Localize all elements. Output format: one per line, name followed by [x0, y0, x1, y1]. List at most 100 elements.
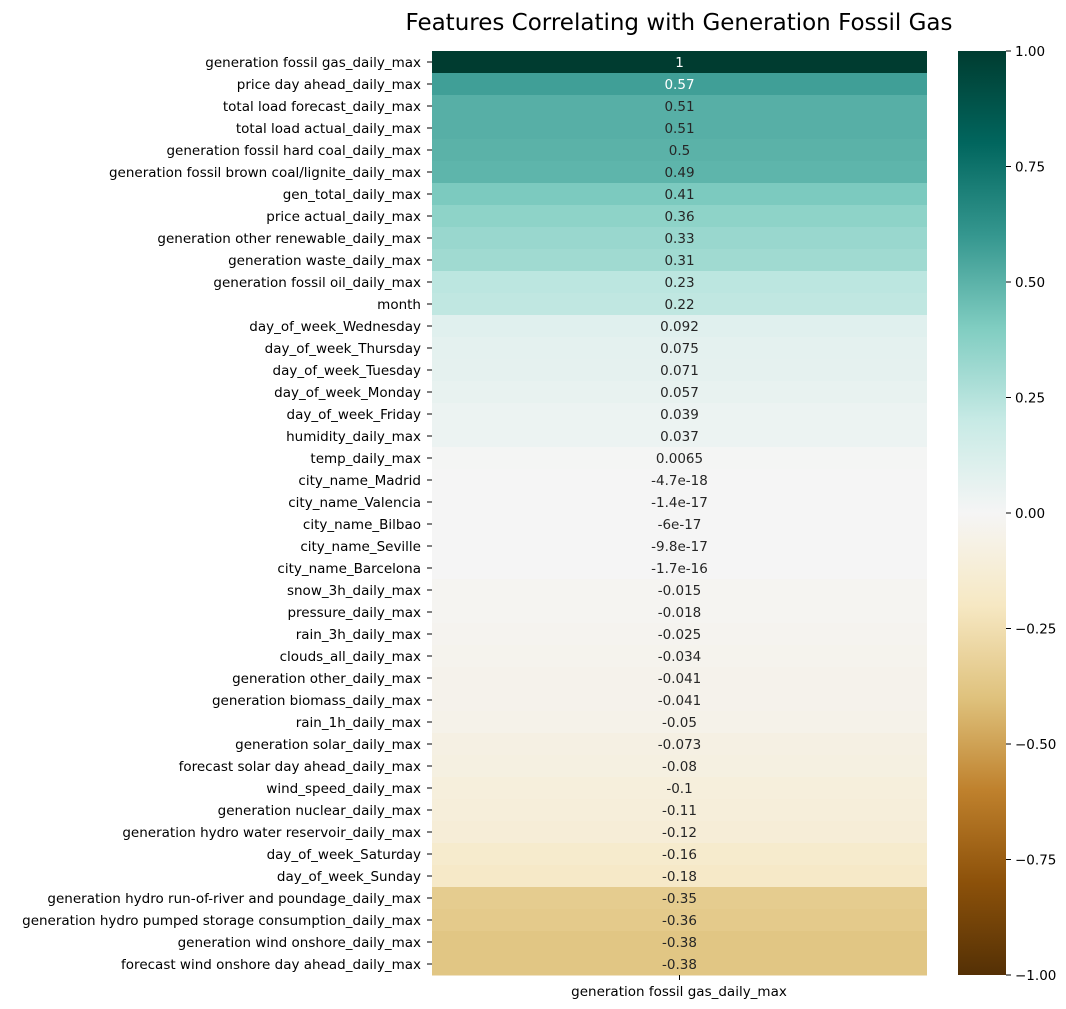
row-label: generation nuclear_daily_max [218, 803, 421, 819]
row-label: wind_speed_daily_max [266, 781, 421, 797]
row-label: city_name_Barcelona [277, 561, 421, 577]
colorbar-tick-label: 0.25 [1015, 391, 1045, 407]
cell-annotation: -0.015 [658, 583, 702, 599]
heatmap-cell [432, 601, 927, 624]
row-label: gen_total_daily_max [283, 187, 421, 203]
cell-annotation: 0.36 [664, 209, 694, 225]
cell-annotation: -0.1 [666, 781, 692, 797]
heatmap-cell [432, 821, 927, 844]
heatmap-cell [432, 733, 927, 756]
heatmap-cell [432, 73, 927, 96]
cell-annotation: 0.22 [664, 297, 694, 313]
colorbar-tick-label: 0.75 [1015, 160, 1045, 176]
heatmap-cell [432, 95, 927, 118]
heatmap-cell [432, 403, 927, 426]
cell-annotation: 0.41 [664, 187, 694, 203]
cell-annotation: 0.0065 [656, 451, 703, 467]
colorbar-tick-label: −0.50 [1015, 737, 1056, 753]
heatmap-cell [432, 645, 927, 668]
cell-annotation: -0.18 [662, 869, 697, 885]
colorbar-tick-label: −1.00 [1015, 968, 1056, 984]
row-label: city_name_Seville [300, 539, 421, 555]
cell-annotation: -0.025 [658, 627, 702, 643]
cell-annotation: 0.49 [664, 165, 694, 181]
row-label: generation hydro water reservoir_daily_m… [122, 825, 421, 841]
heatmap-cell [432, 777, 927, 800]
heatmap-cell [432, 249, 927, 272]
heatmap-cells: 1 0.57 0.51 0.51 0.5 0.49 0.41 0.36 0.33 0.31 0.23… [432, 51, 927, 976]
row-label: generation fossil gas_daily_max [205, 55, 421, 71]
colorbar-tick-label: 1.00 [1015, 44, 1045, 60]
heatmap-cell [432, 535, 927, 558]
row-label: generation fossil hard coal_daily_max [166, 143, 421, 159]
heatmap-cell [432, 359, 927, 382]
heatmap-cell [432, 381, 927, 404]
row-label: total load forecast_daily_max [223, 99, 421, 115]
cell-annotation: -1.4e-17 [651, 495, 708, 511]
row-label: total load actual_daily_max [236, 121, 421, 137]
row-label: generation solar_daily_max [235, 737, 421, 753]
cell-annotation: 0.037 [660, 429, 699, 445]
row-label: generation fossil brown coal/lignite_dai… [109, 165, 421, 181]
cell-annotation: -0.08 [662, 759, 697, 775]
heatmap-cell [432, 953, 927, 976]
cell-annotation: 0.071 [660, 363, 699, 379]
cell-annotation: -9.8e-17 [651, 539, 708, 555]
cell-annotation: -0.018 [658, 605, 702, 621]
row-label: generation other renewable_daily_max [157, 231, 421, 247]
chart-title: Features Correlating with Generation Fos… [405, 10, 952, 36]
heatmap-cell [432, 491, 927, 514]
cell-annotation: 0.33 [664, 231, 694, 247]
heatmap-cell [432, 337, 927, 360]
row-label: generation biomass_daily_max [212, 693, 421, 709]
cell-annotation: -0.16 [662, 847, 697, 863]
row-label: generation waste_daily_max [228, 253, 421, 269]
heatmap-cell [432, 315, 927, 338]
cell-annotation: -0.36 [662, 913, 697, 929]
cell-annotation: -4.7e-18 [651, 473, 708, 489]
row-label: generation fossil oil_daily_max [213, 275, 421, 291]
heatmap-cell [432, 557, 927, 580]
row-label: day_of_week_Saturday [267, 847, 421, 863]
cell-annotation: 0.57 [664, 77, 694, 93]
row-label: day_of_week_Thursday [265, 341, 421, 357]
cell-annotation: 0.075 [660, 341, 699, 357]
heatmap-cell [432, 271, 927, 294]
heatmap-cell [432, 117, 927, 140]
row-label: humidity_daily_max [286, 429, 421, 445]
row-label: rain_3h_daily_max [296, 627, 421, 643]
row-label: generation hydro run-of-river and pounda… [47, 891, 421, 907]
heatmap-cell [432, 293, 927, 316]
heatmap-cell [432, 667, 927, 690]
cell-annotation: 0.057 [660, 385, 699, 401]
heatmap-cell [432, 205, 927, 228]
heatmap-cell [432, 183, 927, 206]
heatmap-cell [432, 425, 927, 448]
row-label: day_of_week_Wednesday [249, 319, 421, 335]
heatmap-cell [432, 843, 927, 866]
row-label: generation other_daily_max [232, 671, 421, 687]
cell-annotation: 1 [675, 55, 684, 71]
cell-annotation: 0.51 [664, 121, 694, 137]
cell-annotation: -0.041 [658, 693, 702, 709]
heatmap-cell [432, 887, 927, 910]
row-label: price actual_daily_max [266, 209, 421, 225]
heatmap-cell [432, 799, 927, 822]
cell-annotation: 0.092 [660, 319, 699, 335]
row-label: clouds_all_daily_max [280, 649, 421, 665]
cell-annotation: -0.35 [662, 891, 697, 907]
colorbar-ticks: 1.00 0.75 0.50 0.25 0.00 −0.25 −0.50 −0.75 −1.00 [1006, 44, 1056, 984]
heatmap-cell [432, 161, 927, 184]
heatmap-cell [432, 51, 927, 74]
cell-annotation: -1.7e-16 [651, 561, 708, 577]
colorbar-tick-label: −0.25 [1015, 622, 1056, 638]
row-label: forecast solar day ahead_daily_max [179, 759, 421, 775]
row-label: day_of_week_Friday [287, 407, 421, 423]
row-label: day_of_week_Monday [274, 385, 421, 401]
row-label: generation wind onshore_daily_max [178, 935, 421, 951]
heatmap-cell [432, 711, 927, 734]
cell-annotation: -6e-17 [658, 517, 702, 533]
row-label: city_name_Valencia [288, 495, 421, 511]
